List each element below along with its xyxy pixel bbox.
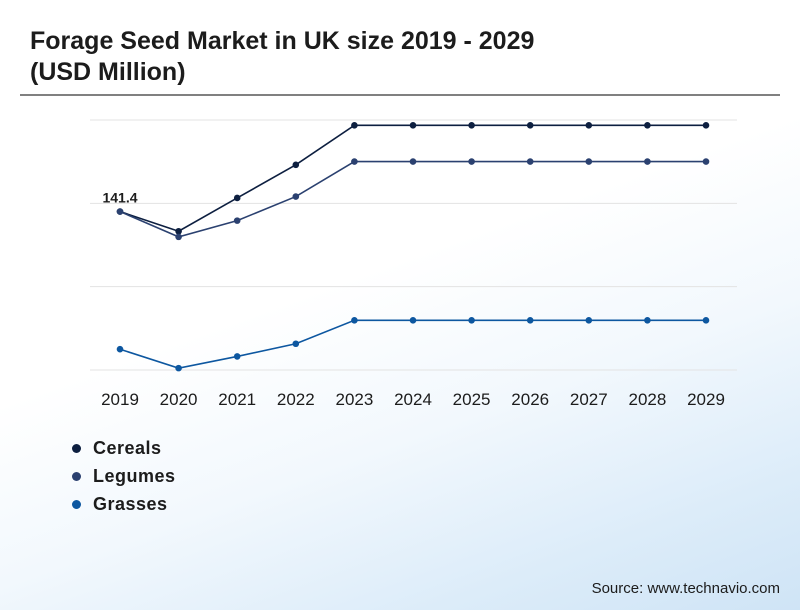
data-point-grasses (175, 364, 182, 372)
data-point-grasses (409, 317, 417, 324)
x-tick-label: 2019 (101, 390, 139, 409)
source-credit: Source: www.technavio.com (591, 580, 780, 597)
data-point-grasses (702, 317, 710, 324)
x-tick-label: 2026 (511, 390, 549, 409)
data-point-cereals (468, 122, 475, 129)
data-point-cereals (175, 227, 182, 235)
data-point-legumes (585, 158, 593, 165)
legend-label-cereals: Cereals (93, 437, 162, 458)
chart-title: Forage Seed Market in UK size 2019 - 202… (30, 26, 534, 88)
data-point-legumes (409, 158, 417, 165)
data-point-grasses (644, 317, 651, 324)
data-point-grasses (526, 317, 534, 324)
x-tick-label: 2022 (277, 390, 315, 409)
legend-item-legumes[interactable]: Legumes (72, 462, 176, 490)
data-point-legumes (351, 158, 358, 165)
legend: Cereals Legumes Grasses (72, 434, 176, 518)
data-point-cereals (233, 194, 241, 202)
x-tick-label: 2021 (218, 390, 256, 409)
series-line-legumes (119, 160, 706, 238)
x-tick-label: 2028 (628, 390, 666, 409)
data-point-legumes (644, 158, 651, 165)
x-tick-label: 2027 (570, 390, 608, 409)
data-point-cereals (292, 161, 300, 169)
x-tick-label: 2025 (453, 390, 491, 409)
data-point-grasses (233, 353, 241, 360)
data-point-cereals (409, 122, 417, 129)
x-tick-label: 2024 (394, 390, 432, 409)
data-point-grasses (116, 345, 124, 353)
data-label: 141.4 (102, 190, 137, 206)
data-point-legumes (702, 158, 710, 165)
data-point-legumes (116, 208, 124, 215)
x-tick-label: 2029 (687, 390, 725, 409)
data-point-legumes (175, 233, 182, 241)
x-tick-label: 2020 (160, 390, 198, 409)
legend-item-cereals[interactable]: Cereals (72, 434, 176, 462)
legend-marker-grasses (72, 499, 81, 509)
data-point-cereals (702, 122, 710, 129)
data-point-grasses (585, 317, 593, 324)
data-point-cereals (526, 122, 534, 129)
data-point-legumes (468, 158, 475, 165)
legend-marker-legumes (72, 471, 81, 481)
data-point-grasses (351, 317, 358, 324)
data-point-legumes (233, 217, 241, 224)
legend-label-grasses: Grasses (93, 493, 168, 514)
legend-marker-cereals (72, 443, 81, 453)
data-point-cereals (351, 122, 358, 129)
title-divider (20, 94, 780, 96)
series-line-grasses (119, 319, 706, 369)
x-tick-label: 2023 (335, 390, 373, 409)
series-line-cereals (119, 124, 706, 233)
data-point-grasses (468, 317, 475, 324)
data-point-cereals (644, 122, 651, 129)
data-point-legumes (526, 158, 534, 165)
data-point-grasses (292, 340, 300, 348)
legend-label-legumes: Legumes (93, 465, 176, 486)
legend-item-grasses[interactable]: Grasses (72, 490, 176, 518)
chart-title-line1: Forage Seed Market in UK size 2019 - 202… (30, 27, 535, 55)
data-point-legumes (292, 193, 300, 200)
data-point-cereals (585, 122, 593, 129)
chart-title-line2: (USD Million) (30, 58, 186, 86)
